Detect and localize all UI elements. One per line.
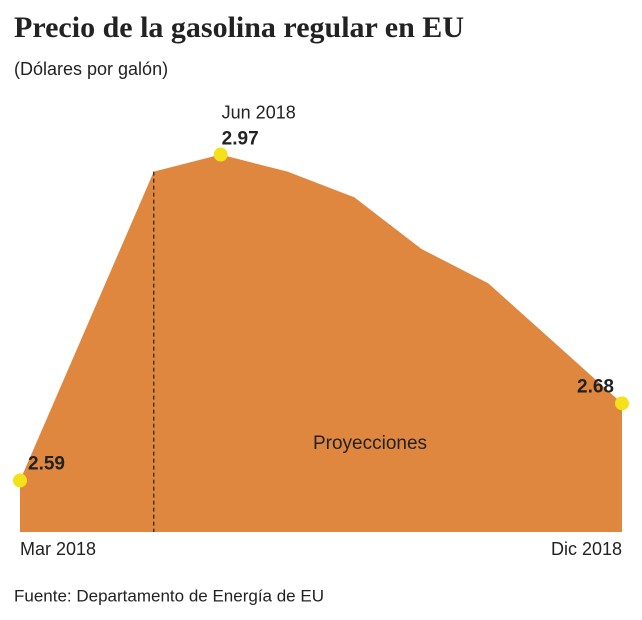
point-label: Jun 2018 — [222, 102, 296, 122]
area — [20, 154, 622, 533]
value-label: 2.59 — [28, 454, 65, 475]
value-label: 2.68 — [577, 376, 614, 397]
point — [615, 396, 629, 411]
x-tick-label: Dic 2018 — [551, 539, 622, 559]
annotation: Proyecciones — [313, 433, 427, 454]
point — [13, 473, 27, 488]
source: Fuente: Departamento de Energía de EU — [14, 586, 324, 605]
point — [213, 147, 228, 162]
chart-subtitle: (Dólares por galón) — [14, 59, 168, 79]
value-label: 2.97 — [222, 129, 259, 150]
x-tick-label: Mar 2018 — [20, 539, 96, 559]
chart-title: Precio de la gasolina regular en EU — [14, 11, 464, 44]
